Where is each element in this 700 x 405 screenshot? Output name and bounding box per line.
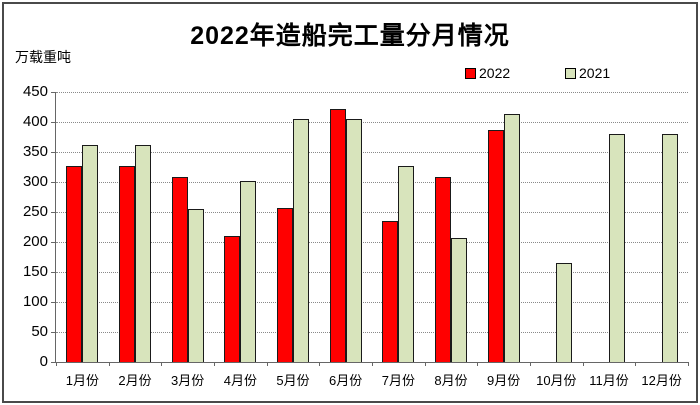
y-axis-tick (51, 121, 55, 123)
x-axis-label: 4月份 (223, 373, 257, 388)
y-axis-tick (51, 151, 55, 153)
y-axis-unit-label: 万载重吨 (15, 49, 71, 65)
y-axis-label: 0 (39, 353, 48, 370)
bar-2022-4月份 (224, 236, 241, 362)
x-axis-label: 5月份 (276, 373, 310, 388)
y-axis-label: 50 (31, 323, 48, 340)
y-axis-tick (51, 91, 55, 93)
x-axis-tick (108, 362, 110, 366)
bar-2021-2月份 (135, 145, 151, 362)
legend-swatch-2022-icon (465, 67, 476, 79)
gridline (56, 212, 688, 213)
bar-2021-3月份 (187, 209, 204, 362)
x-axis-tick (372, 362, 373, 366)
bar-2022-6月份 (329, 108, 346, 362)
x-axis-label: 12月份 (641, 373, 682, 388)
x-axis-tick (477, 362, 479, 366)
y-axis-tick (51, 331, 55, 333)
y-axis-tick (51, 241, 55, 243)
x-axis-label: 1月份 (65, 373, 99, 388)
bar-2021-9月份 (503, 113, 520, 362)
plot-area: 0 50 100 150 200 250 300 350 400 450 1月份 2月份 3月份 4月份 5… (23, 83, 689, 388)
bar-2022-5月份 (277, 208, 293, 362)
x-axis-label: 6月份 (329, 373, 363, 388)
gridline (56, 302, 688, 303)
y-axis-label: 400 (22, 113, 48, 130)
gridline (56, 152, 688, 153)
gridline (56, 92, 688, 93)
legend-label-2021: 2021 (579, 65, 611, 81)
y-axis-label: 150 (22, 263, 48, 280)
x-axis-tick (214, 362, 215, 366)
bar-2021-4月份 (240, 180, 257, 362)
x-axis-tick (161, 362, 163, 366)
y-axis-tick (51, 181, 55, 183)
x-axis-label: 9月份 (487, 373, 521, 388)
y-axis-label: 450 (22, 83, 48, 100)
x-axis-tick (635, 362, 637, 366)
x-axis-label: 2月份 (118, 373, 152, 388)
bar-2022-7月份 (382, 221, 399, 362)
chart-title: 2022年造船完工量分月情况 (190, 22, 510, 50)
y-axis-label: 100 (22, 293, 48, 310)
x-axis-label: 3月份 (171, 373, 205, 388)
y-axis-label: 350 (22, 143, 48, 160)
bar-2021-10月份 (556, 263, 573, 362)
x-axis-label: 7月份 (381, 373, 415, 388)
x-axis-tick (424, 362, 426, 366)
x-axis-tick (266, 362, 268, 366)
gridline (56, 242, 688, 243)
x-axis-tick (582, 362, 584, 366)
x-axis-label: 11月份 (589, 373, 629, 388)
gridline (56, 122, 688, 123)
gridline (56, 272, 688, 273)
x-axis-label: 10月份 (536, 373, 577, 388)
x-axis-tick (319, 362, 321, 366)
bar-2021-1月份 (82, 145, 99, 362)
y-axis-label: 200 (22, 233, 48, 250)
x-axis-tick (56, 362, 57, 366)
legend-label-2022: 2022 (479, 65, 511, 81)
y-axis-label: 250 (22, 203, 48, 220)
y-axis-label: 300 (22, 173, 48, 190)
bar-2022-9月份 (487, 130, 504, 362)
x-axis-label: 8月份 (434, 373, 468, 388)
bar-2021-12月份 (661, 134, 678, 362)
legend-item-2021: 2021 (565, 65, 610, 81)
legend-item-2022: 2022 (465, 65, 510, 81)
legend: 2022 2021 (4, 65, 696, 81)
bar-2022-3月份 (171, 176, 188, 362)
bar-2021-5月份 (293, 119, 309, 362)
bar-2021-8月份 (451, 237, 467, 362)
bar-2021-11月份 (609, 134, 625, 362)
gridline (56, 182, 688, 183)
gridline (56, 332, 688, 333)
x-axis-tick (688, 362, 689, 366)
y-axis-tick (51, 301, 55, 303)
bar-2022-2月份 (119, 165, 135, 362)
bar-2022-1月份 (66, 165, 83, 362)
y-axis-tick (51, 361, 55, 363)
x-axis-tick (530, 362, 531, 366)
y-axis-tick (51, 211, 55, 213)
bar-2021-7月份 (398, 165, 415, 362)
legend-swatch-2021-icon (565, 67, 576, 79)
bar-2022-8月份 (435, 177, 451, 362)
y-axis-tick (51, 271, 55, 273)
bar-2021-6月份 (345, 119, 362, 362)
